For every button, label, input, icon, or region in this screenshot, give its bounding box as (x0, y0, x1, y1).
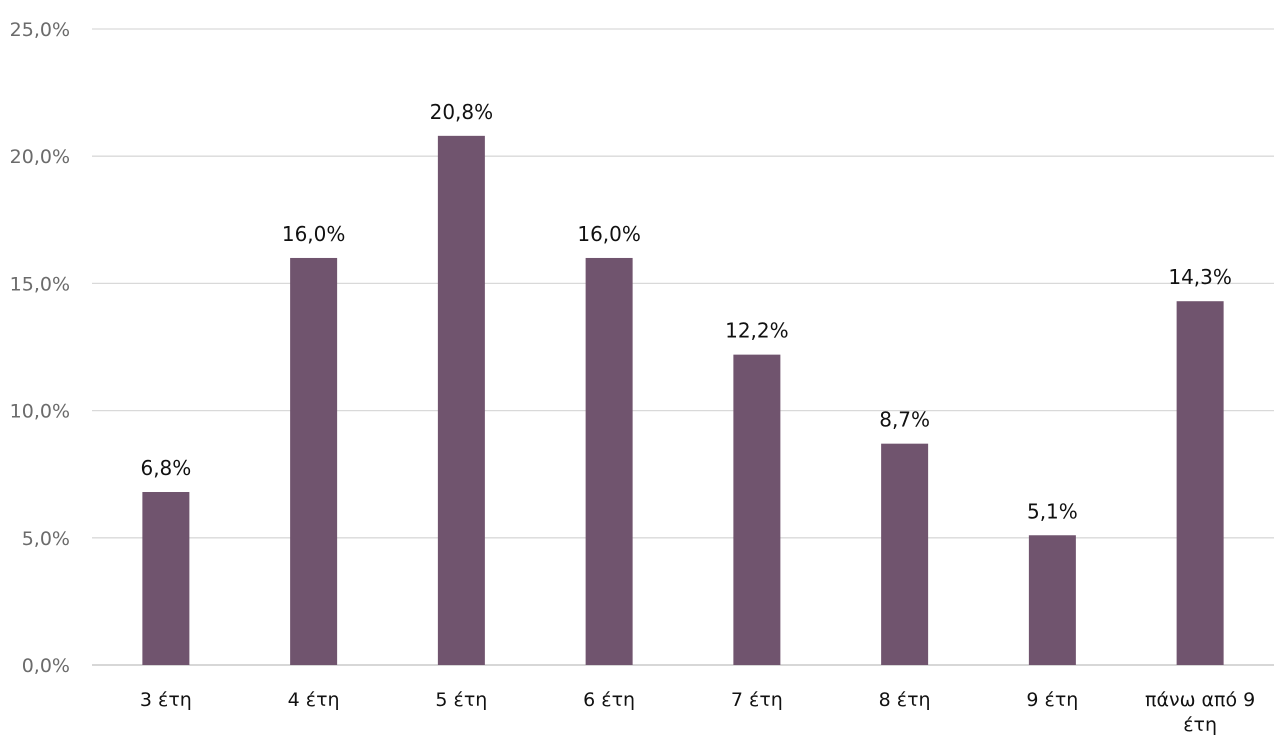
x-tick-label: 9 έτη (1026, 689, 1078, 711)
y-tick-label: 10,0% (10, 401, 70, 423)
y-tick-label: 0,0% (22, 655, 70, 677)
data-label: 6,8% (140, 456, 191, 480)
bar (1176, 301, 1224, 665)
y-axis-ticks: 0,0% 5,0% 10,0% 15,0% 20,0% 25,0% (10, 19, 70, 677)
data-label: 16,0% (282, 222, 346, 246)
bar (1028, 535, 1076, 665)
y-tick-label: 15,0% (10, 273, 70, 295)
data-label: 20,8% (430, 100, 494, 124)
data-label: 8,7% (879, 408, 930, 432)
data-label: 5,1% (1027, 499, 1078, 523)
bar (290, 257, 338, 665)
bar (142, 492, 190, 665)
x-tick-label: 5 έτη (435, 689, 487, 711)
bars (142, 135, 1224, 665)
x-tick-label: 7 έτη (731, 689, 783, 711)
data-label: 16,0% (577, 222, 641, 246)
data-labels: 6,8% 16,0% 20,8% 16,0% 12,2% 8,7% 5,1% 14,3% (140, 100, 1231, 523)
x-tick-label: 6 έτη (583, 689, 635, 711)
data-label: 14,3% (1168, 265, 1232, 289)
y-tick-label: 25,0% (10, 19, 70, 41)
y-tick-label: 20,0% (10, 146, 70, 168)
gridlines (92, 28, 1274, 666)
x-tick-label: 3 έτη (140, 689, 192, 711)
x-tick-label: 8 έτη (879, 689, 931, 711)
x-tick-label: πάνω από 9 έτη (1145, 689, 1255, 736)
x-tick-label: 4 έτη (288, 689, 340, 711)
bar (437, 135, 485, 665)
bar (585, 257, 633, 665)
y-tick-label: 5,0% (22, 528, 70, 550)
x-axis-ticks: 3 έτη 4 έτη 5 έτη 6 έτη 7 έτη 8 έτη 9 έτη πάνω … (140, 689, 1255, 736)
bar (881, 443, 929, 665)
bar (733, 354, 781, 665)
data-label: 12,2% (725, 319, 789, 343)
